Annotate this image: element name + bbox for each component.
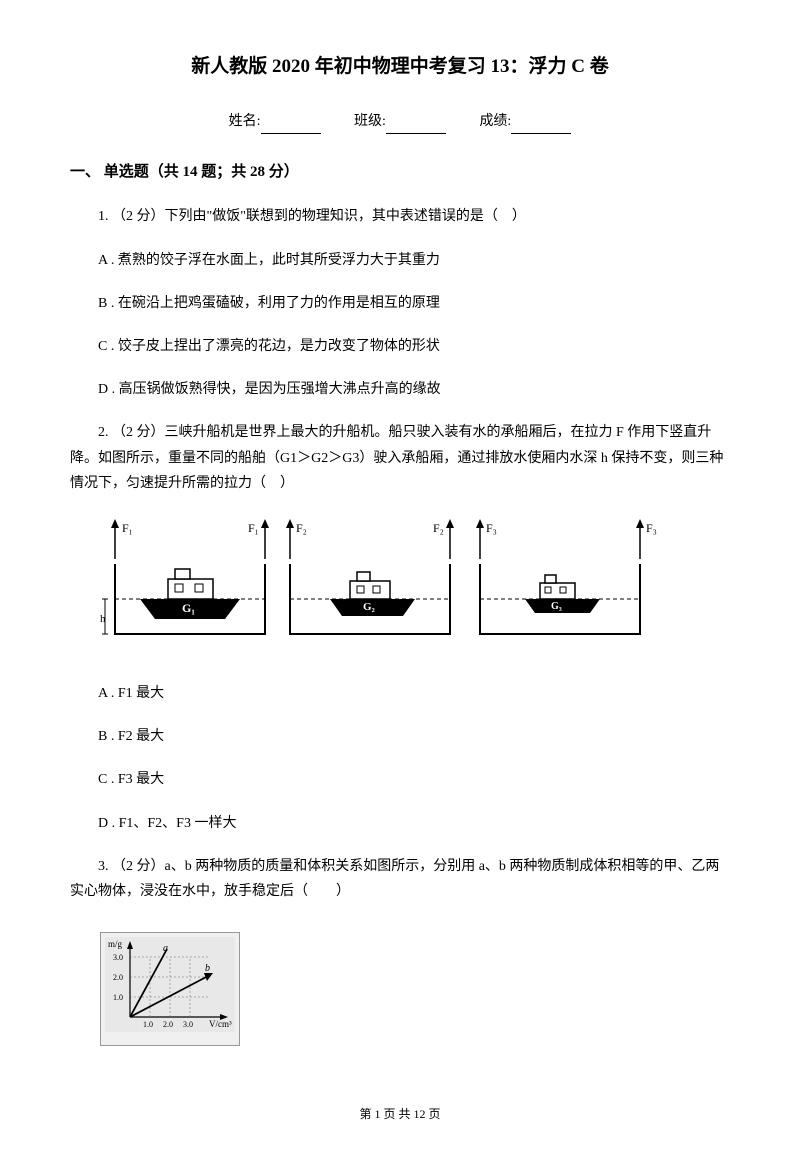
svg-text:F₃: F₃ (486, 521, 497, 535)
page-footer: 第 1 页 共 12 页 (70, 1104, 730, 1126)
q2-option-d: D . F1、F2、F3 一样大 (70, 811, 730, 836)
q2-option-b: B . F2 最大 (70, 724, 730, 749)
q1-option-a: A . 煮熟的饺子浮在水面上，此时其所受浮力大于其重力 (70, 248, 730, 273)
student-info-line: 姓名: 班级: 成绩: (70, 109, 730, 134)
q2-stem-text: 2. （2 分）三峡升船机是世界上最大的升船机。船只驶入装有水的承船厢后，在拉力… (70, 420, 730, 496)
svg-text:1.0: 1.0 (143, 1020, 153, 1029)
mass-volume-graph: a b m/g V/cm³ 1.0 2.0 3.0 1.0 2.0 3.0 (105, 937, 235, 1032)
svg-text:V/cm³: V/cm³ (209, 1019, 232, 1029)
svg-text:G₃: G₃ (551, 601, 562, 612)
q2-diagram-container: F₁ F₁ G₁ h F₂ F (100, 514, 730, 663)
q2-option-c: C . F3 最大 (70, 767, 730, 792)
name-blank[interactable] (261, 118, 321, 134)
q2-stem: 2. （2 分）三峡升船机是世界上最大的升船机。船只驶入装有水的承船厢后，在拉力… (70, 420, 730, 496)
svg-text:F₁: F₁ (122, 521, 133, 535)
name-label: 姓名: (229, 114, 261, 129)
q1-option-c: C . 饺子皮上捏出了漂亮的花边，是力改变了物体的形状 (70, 334, 730, 359)
q1-option-d: D . 高压锅做饭熟得快，是因为压强增大沸点升高的缘故 (70, 377, 730, 402)
score-field: 成绩: (479, 109, 571, 134)
svg-text:F₃: F₃ (646, 521, 657, 535)
name-field: 姓名: (229, 109, 321, 134)
q3-stem: 3. （2 分）a、b 两种物质的质量和体积关系如图所示，分别用 a、b 两种物… (70, 854, 730, 904)
svg-text:a: a (163, 943, 168, 954)
section-heading: 一、 单选题（共 14 题；共 28 分） (70, 159, 730, 186)
svg-text:3.0: 3.0 (183, 1020, 193, 1029)
svg-text:G₁: G₁ (182, 601, 195, 615)
class-field: 班级: (354, 109, 446, 134)
svg-text:b: b (205, 963, 210, 974)
chamber-3: F₃ F₃ G₃ (476, 519, 657, 634)
q1-option-b: B . 在碗沿上把鸡蛋磕破，利用了力的作用是相互的原理 (70, 291, 730, 316)
svg-text:m/g: m/g (108, 939, 123, 949)
ship-diagram: F₁ F₁ G₁ h F₂ F (100, 514, 660, 654)
svg-text:F₂: F₂ (433, 521, 444, 535)
q1-stem: 1. （2 分）下列由"做饭"联想到的物理知识，其中表述错误的是（ ） (70, 204, 730, 229)
svg-text:h: h (100, 613, 106, 625)
svg-text:2.0: 2.0 (113, 973, 123, 982)
q3-graph-container: a b m/g V/cm³ 1.0 2.0 3.0 1.0 2.0 3.0 (100, 932, 240, 1046)
svg-text:2.0: 2.0 (163, 1020, 173, 1029)
svg-text:F₁: F₁ (248, 521, 259, 535)
svg-text:F₂: F₂ (296, 521, 307, 535)
q2-option-a: A . F1 最大 (70, 681, 730, 706)
score-blank[interactable] (511, 118, 571, 134)
chamber-2: F₂ F₂ G₂ (286, 519, 454, 634)
document-title: 新人教版 2020 年初中物理中考复习 13：浮力 C 卷 (70, 50, 730, 84)
chamber-1: F₁ F₁ G₁ h (100, 519, 269, 634)
svg-text:3.0: 3.0 (113, 953, 123, 962)
svg-text:1.0: 1.0 (113, 993, 123, 1002)
score-label: 成绩: (479, 114, 511, 129)
class-blank[interactable] (386, 118, 446, 134)
svg-text:G₂: G₂ (363, 601, 376, 613)
class-label: 班级: (354, 114, 386, 129)
